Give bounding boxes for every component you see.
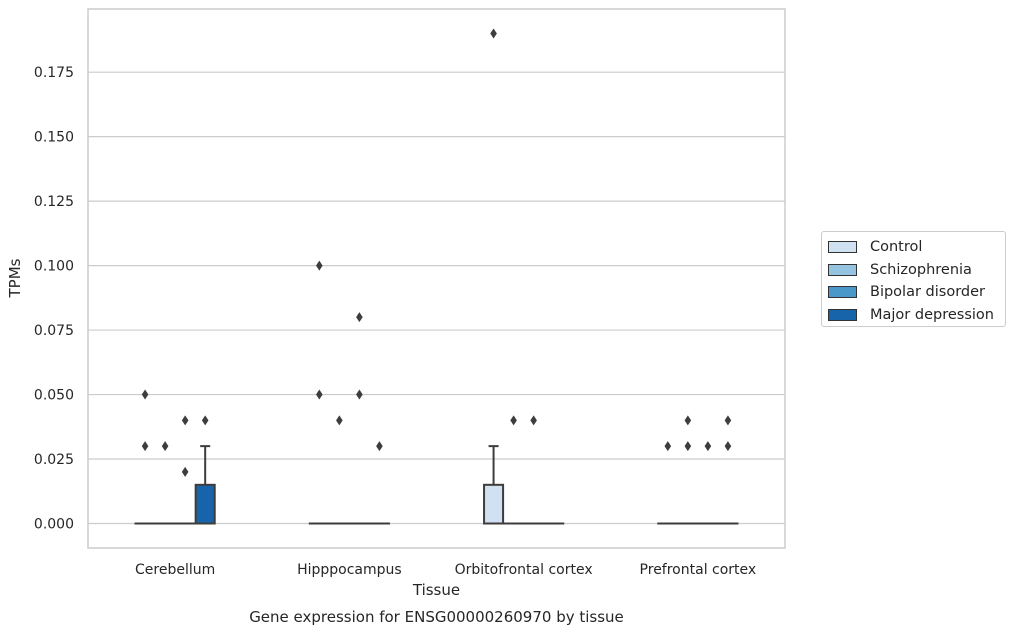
- y-tick-label: 0.075: [34, 323, 74, 339]
- y-tick-label: 0.100: [34, 259, 74, 275]
- outlier-point: [141, 441, 149, 452]
- x-tick-label: Hipppocampus: [297, 562, 402, 578]
- x-axis-ticks: Cerebellum Hipppocampus Orbitofrontal cort…: [135, 562, 756, 578]
- y-tick-label: 0.150: [34, 130, 74, 146]
- outlier-point: [664, 441, 672, 452]
- legend-swatch: [828, 286, 857, 299]
- x-tick-label: Orbitofrontal cortex: [455, 562, 593, 578]
- legend-swatch: [828, 263, 857, 276]
- outlier-point: [704, 441, 712, 452]
- outlier-point: [316, 260, 323, 271]
- series-control: [134, 28, 679, 525]
- x-axis-label: Tissue: [412, 581, 460, 599]
- legend-label: Major depression: [870, 306, 994, 323]
- legend-item: Control: [828, 236, 1005, 259]
- x-tick-label: Prefrontal cortex: [640, 562, 757, 578]
- y-tick-label: 0.000: [34, 517, 74, 533]
- outlier-point: [316, 389, 323, 400]
- outlier-point: [724, 441, 732, 452]
- legend-item: Major depression: [828, 304, 1005, 327]
- outlier-point: [376, 441, 383, 452]
- outlier-point: [684, 441, 692, 452]
- series-major-depression: [194, 415, 739, 525]
- legend-label: Schizophrenia: [870, 261, 972, 278]
- outlier-point: [510, 415, 517, 426]
- outlier-point: [724, 415, 732, 426]
- legend-label: Control: [870, 239, 923, 256]
- outlier-point: [201, 415, 209, 426]
- legend-item: Bipolar disorder: [828, 281, 1005, 304]
- legend-swatch: [828, 241, 857, 254]
- outlier-point: [141, 389, 149, 400]
- y-tick-label: 0.050: [34, 388, 74, 404]
- legend-label: Bipolar disorder: [870, 284, 985, 301]
- legend-swatch: [828, 308, 857, 321]
- y-tick-label: 0.125: [34, 194, 74, 210]
- outlier-point: [336, 415, 343, 426]
- legend-item: Schizophrenia: [828, 259, 1005, 282]
- x-tick-label: Cerebellum: [135, 562, 215, 578]
- box: [194, 483, 216, 525]
- y-tick-label: 0.025: [34, 452, 74, 468]
- outlier-point: [356, 312, 363, 323]
- outlier-point: [530, 415, 537, 426]
- box: [483, 483, 505, 525]
- outlier-point: [490, 28, 497, 39]
- series-schizophrenia: [154, 415, 699, 525]
- outlier-point: [181, 415, 189, 426]
- y-axis-label: TPMs: [6, 258, 24, 298]
- outlier-point: [181, 466, 189, 477]
- series-bipolar-disorder: [174, 312, 719, 525]
- chart-title: Gene expression for ENSG00000260970 by t…: [249, 608, 624, 626]
- outlier-point: [161, 441, 169, 452]
- plot-area-frame: [87, 8, 786, 549]
- legend: Control Schizophrenia Bipolar disorder Majo…: [821, 231, 1006, 327]
- gridlines: [88, 71, 785, 525]
- outlier-point: [684, 415, 692, 426]
- outlier-point: [356, 389, 363, 400]
- y-tick-label: 0.175: [34, 65, 74, 81]
- box-series: [134, 28, 739, 525]
- y-axis-ticks: 0.000 0.025 0.050 0.075 0.100 0.125 0.150 0.175: [34, 65, 74, 532]
